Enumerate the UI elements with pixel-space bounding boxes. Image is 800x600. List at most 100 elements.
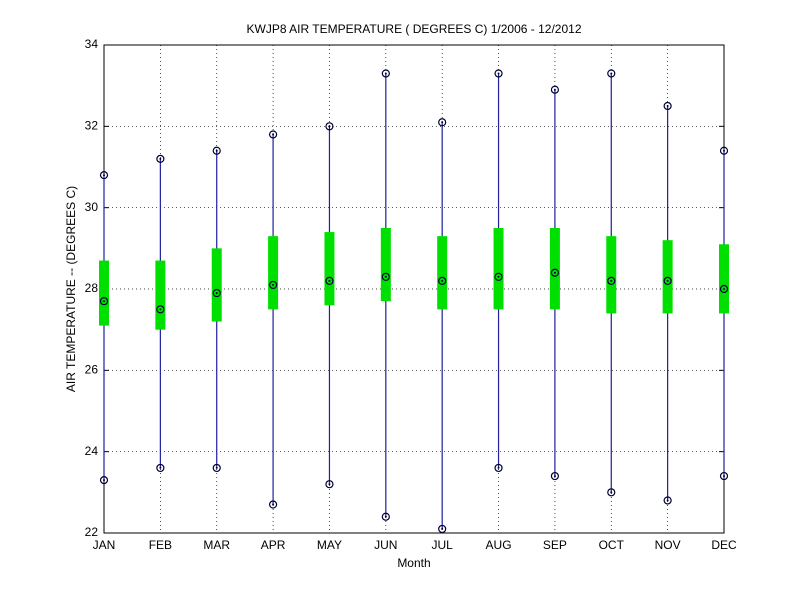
marker-dot <box>215 149 218 152</box>
box <box>99 260 109 326</box>
x-tick-label: SEP <box>543 538 567 552</box>
marker-dot <box>103 300 105 303</box>
marker <box>156 463 165 473</box>
marker <box>550 268 560 277</box>
marker-dot <box>272 133 275 136</box>
marker-dot <box>384 275 387 278</box>
marker <box>212 146 221 155</box>
marker <box>494 69 503 78</box>
y-tick-label: 26 <box>85 363 99 377</box>
x-tick-label: JAN <box>93 538 116 552</box>
marker-dot <box>328 125 331 128</box>
box <box>211 248 222 322</box>
marker-dot <box>159 157 162 160</box>
marker-dot <box>103 479 105 482</box>
box <box>493 228 504 310</box>
x-tick-label: APR <box>261 538 286 552</box>
marker <box>494 463 503 473</box>
marker-dot <box>666 105 669 107</box>
marker-dot <box>441 121 444 124</box>
marker <box>268 500 278 509</box>
marker-dot <box>272 283 275 286</box>
marker-dot <box>272 503 275 506</box>
marker-dot <box>159 308 162 311</box>
marker-dot <box>610 72 613 75</box>
x-tick-label: MAR <box>203 538 230 552</box>
x-tick-label: NOV <box>655 538 681 552</box>
marker-dot <box>610 491 613 494</box>
marker <box>381 69 390 78</box>
marker-dot <box>159 466 162 469</box>
marker <box>438 118 447 127</box>
y-tick-label: 32 <box>85 119 99 133</box>
marker <box>719 146 729 155</box>
marker-dot <box>497 275 500 278</box>
marker <box>607 69 616 78</box>
marker <box>607 488 616 497</box>
marker-dot <box>384 515 387 518</box>
marker <box>381 272 390 281</box>
marker-dot <box>441 527 444 530</box>
marker <box>494 272 503 281</box>
box <box>324 232 335 306</box>
marker <box>212 463 221 473</box>
box <box>380 228 391 302</box>
marker <box>550 471 560 481</box>
x-tick-label: MAY <box>317 538 342 552</box>
marker <box>156 305 165 314</box>
marker <box>268 130 278 139</box>
marker-dot <box>723 149 725 152</box>
y-tick-label: 22 <box>85 525 99 539</box>
marker <box>325 122 334 131</box>
y-axis-label: AIR TEMPERATURE -- (DEGREES C) <box>64 186 78 392</box>
marker <box>156 154 165 163</box>
chart-title: KWJP8 AIR TEMPERATURE ( DEGREES C) 1/200… <box>246 22 581 36</box>
marker-dot <box>215 466 218 469</box>
marker <box>212 288 221 298</box>
box <box>437 236 448 310</box>
x-tick-label: AUG <box>486 538 512 552</box>
marker <box>663 276 672 285</box>
marker <box>99 171 109 180</box>
box <box>719 244 729 314</box>
marker <box>719 471 729 481</box>
marker <box>325 276 334 285</box>
marker-dot <box>328 483 331 486</box>
marker <box>381 512 390 521</box>
marker <box>99 297 109 306</box>
y-tick-label: 30 <box>85 200 99 214</box>
box <box>606 236 617 314</box>
marker <box>607 276 616 285</box>
y-tick-label: 24 <box>85 444 99 458</box>
x-tick-label: JUL <box>432 538 454 552</box>
marker <box>719 284 729 294</box>
marker <box>99 476 109 485</box>
y-tick-label: 28 <box>85 281 99 295</box>
marker <box>550 85 560 94</box>
marker <box>663 496 672 505</box>
marker-dot <box>103 174 105 177</box>
x-tick-label: OCT <box>599 538 625 552</box>
marker <box>438 276 447 285</box>
x-tick-label: FEB <box>149 538 172 552</box>
marker <box>438 524 447 534</box>
marker-dot <box>723 288 725 290</box>
marker-dot <box>497 72 500 75</box>
marker-dot <box>666 279 669 282</box>
marker-dot <box>328 279 331 282</box>
marker <box>663 101 672 111</box>
marker-dot <box>553 475 556 478</box>
box <box>268 236 279 310</box>
x-tick-label: JUN <box>374 538 397 552</box>
box <box>155 260 166 330</box>
y-tick-label: 34 <box>85 37 99 51</box>
x-tick-label: DEC <box>711 538 737 552</box>
marker-dot <box>497 466 500 469</box>
marker-dot <box>215 292 218 295</box>
marker-dot <box>723 475 725 478</box>
marker-dot <box>441 279 444 282</box>
marker-dot <box>610 279 613 282</box>
marker <box>325 480 334 489</box>
